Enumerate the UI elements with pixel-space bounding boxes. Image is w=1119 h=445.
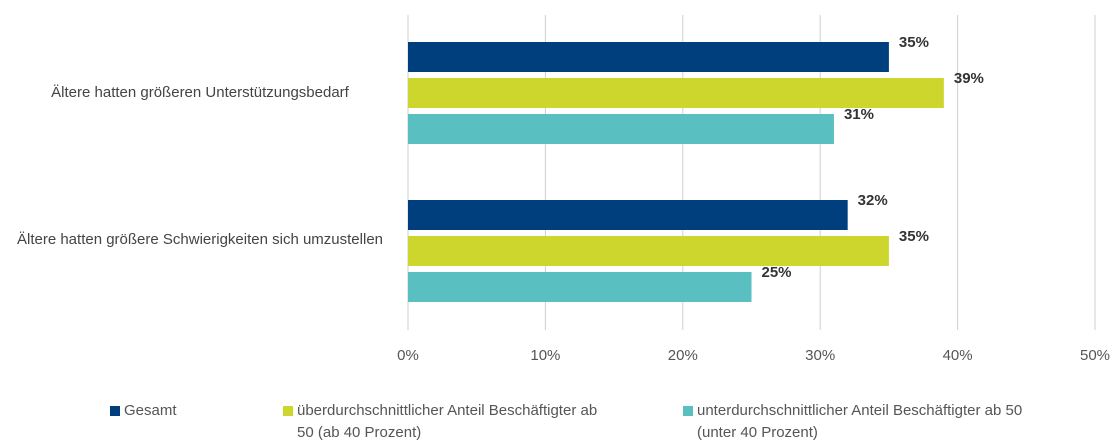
value-label: 32% bbox=[858, 192, 888, 209]
bar bbox=[408, 78, 944, 108]
x-tick-label: 20% bbox=[668, 347, 698, 364]
value-label: 35% bbox=[899, 228, 929, 245]
value-label: 31% bbox=[844, 106, 874, 123]
legend-entry: unterdurchschnittlicher Anteil Beschäfti… bbox=[683, 400, 1037, 444]
legend-swatch bbox=[283, 406, 293, 416]
x-tick-label: 0% bbox=[397, 347, 419, 364]
x-tick-label: 50% bbox=[1080, 347, 1110, 364]
bar bbox=[408, 200, 848, 230]
legend-label: Gesamt bbox=[124, 402, 177, 419]
legend-entry: Gesamt bbox=[110, 400, 244, 422]
value-label: 39% bbox=[954, 70, 984, 87]
category-label: Ältere hatten größeren Unterstützungsbed… bbox=[51, 84, 349, 101]
x-tick-label: 30% bbox=[805, 347, 835, 364]
category-label: Ältere hatten größere Schwierigkeiten si… bbox=[16, 231, 383, 248]
bar bbox=[408, 42, 889, 72]
bar bbox=[408, 114, 834, 144]
legend-entry: überdurchschnittlicher Anteil Beschäftig… bbox=[283, 400, 617, 444]
legend-swatch bbox=[110, 406, 120, 416]
x-tick-label: 40% bbox=[943, 347, 973, 364]
bar bbox=[408, 236, 889, 266]
value-label: 25% bbox=[762, 264, 792, 281]
legend-label: überdurchschnittlicher Anteil Beschäftig… bbox=[297, 402, 598, 441]
x-tick-label: 10% bbox=[530, 347, 560, 364]
legend-swatch bbox=[683, 406, 693, 416]
value-label: 35% bbox=[899, 34, 929, 51]
legend-label: unterdurchschnittlicher Anteil Beschäfti… bbox=[697, 402, 1023, 441]
bar bbox=[408, 272, 752, 302]
